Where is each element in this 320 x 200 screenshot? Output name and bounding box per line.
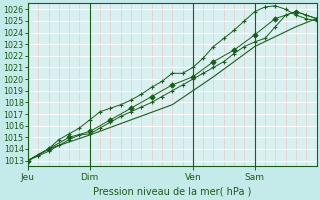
X-axis label: Pression niveau de la mer( hPa ): Pression niveau de la mer( hPa ) — [93, 187, 252, 197]
